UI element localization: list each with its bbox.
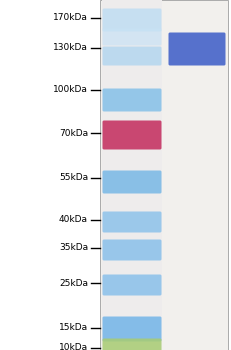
- Text: 55kDa: 55kDa: [59, 174, 88, 182]
- FancyBboxPatch shape: [103, 120, 161, 149]
- Text: 10kDa: 10kDa: [59, 343, 88, 350]
- FancyBboxPatch shape: [103, 239, 161, 260]
- Text: 130kDa: 130kDa: [53, 43, 88, 52]
- Text: 35kDa: 35kDa: [59, 244, 88, 252]
- FancyBboxPatch shape: [103, 316, 161, 342]
- FancyBboxPatch shape: [103, 211, 161, 232]
- FancyBboxPatch shape: [103, 338, 161, 350]
- Text: 40kDa: 40kDa: [59, 216, 88, 224]
- Text: 100kDa: 100kDa: [53, 85, 88, 94]
- Text: 25kDa: 25kDa: [59, 279, 88, 287]
- Text: 70kDa: 70kDa: [59, 128, 88, 138]
- Bar: [100, 0, 228, 350]
- FancyBboxPatch shape: [103, 170, 161, 194]
- FancyBboxPatch shape: [103, 89, 161, 112]
- Bar: [102, 0, 162, 350]
- FancyBboxPatch shape: [103, 274, 161, 295]
- FancyBboxPatch shape: [168, 33, 225, 65]
- FancyBboxPatch shape: [103, 8, 161, 32]
- FancyBboxPatch shape: [103, 28, 161, 46]
- FancyBboxPatch shape: [103, 47, 161, 65]
- Text: 15kDa: 15kDa: [59, 323, 88, 332]
- Text: 170kDa: 170kDa: [53, 14, 88, 22]
